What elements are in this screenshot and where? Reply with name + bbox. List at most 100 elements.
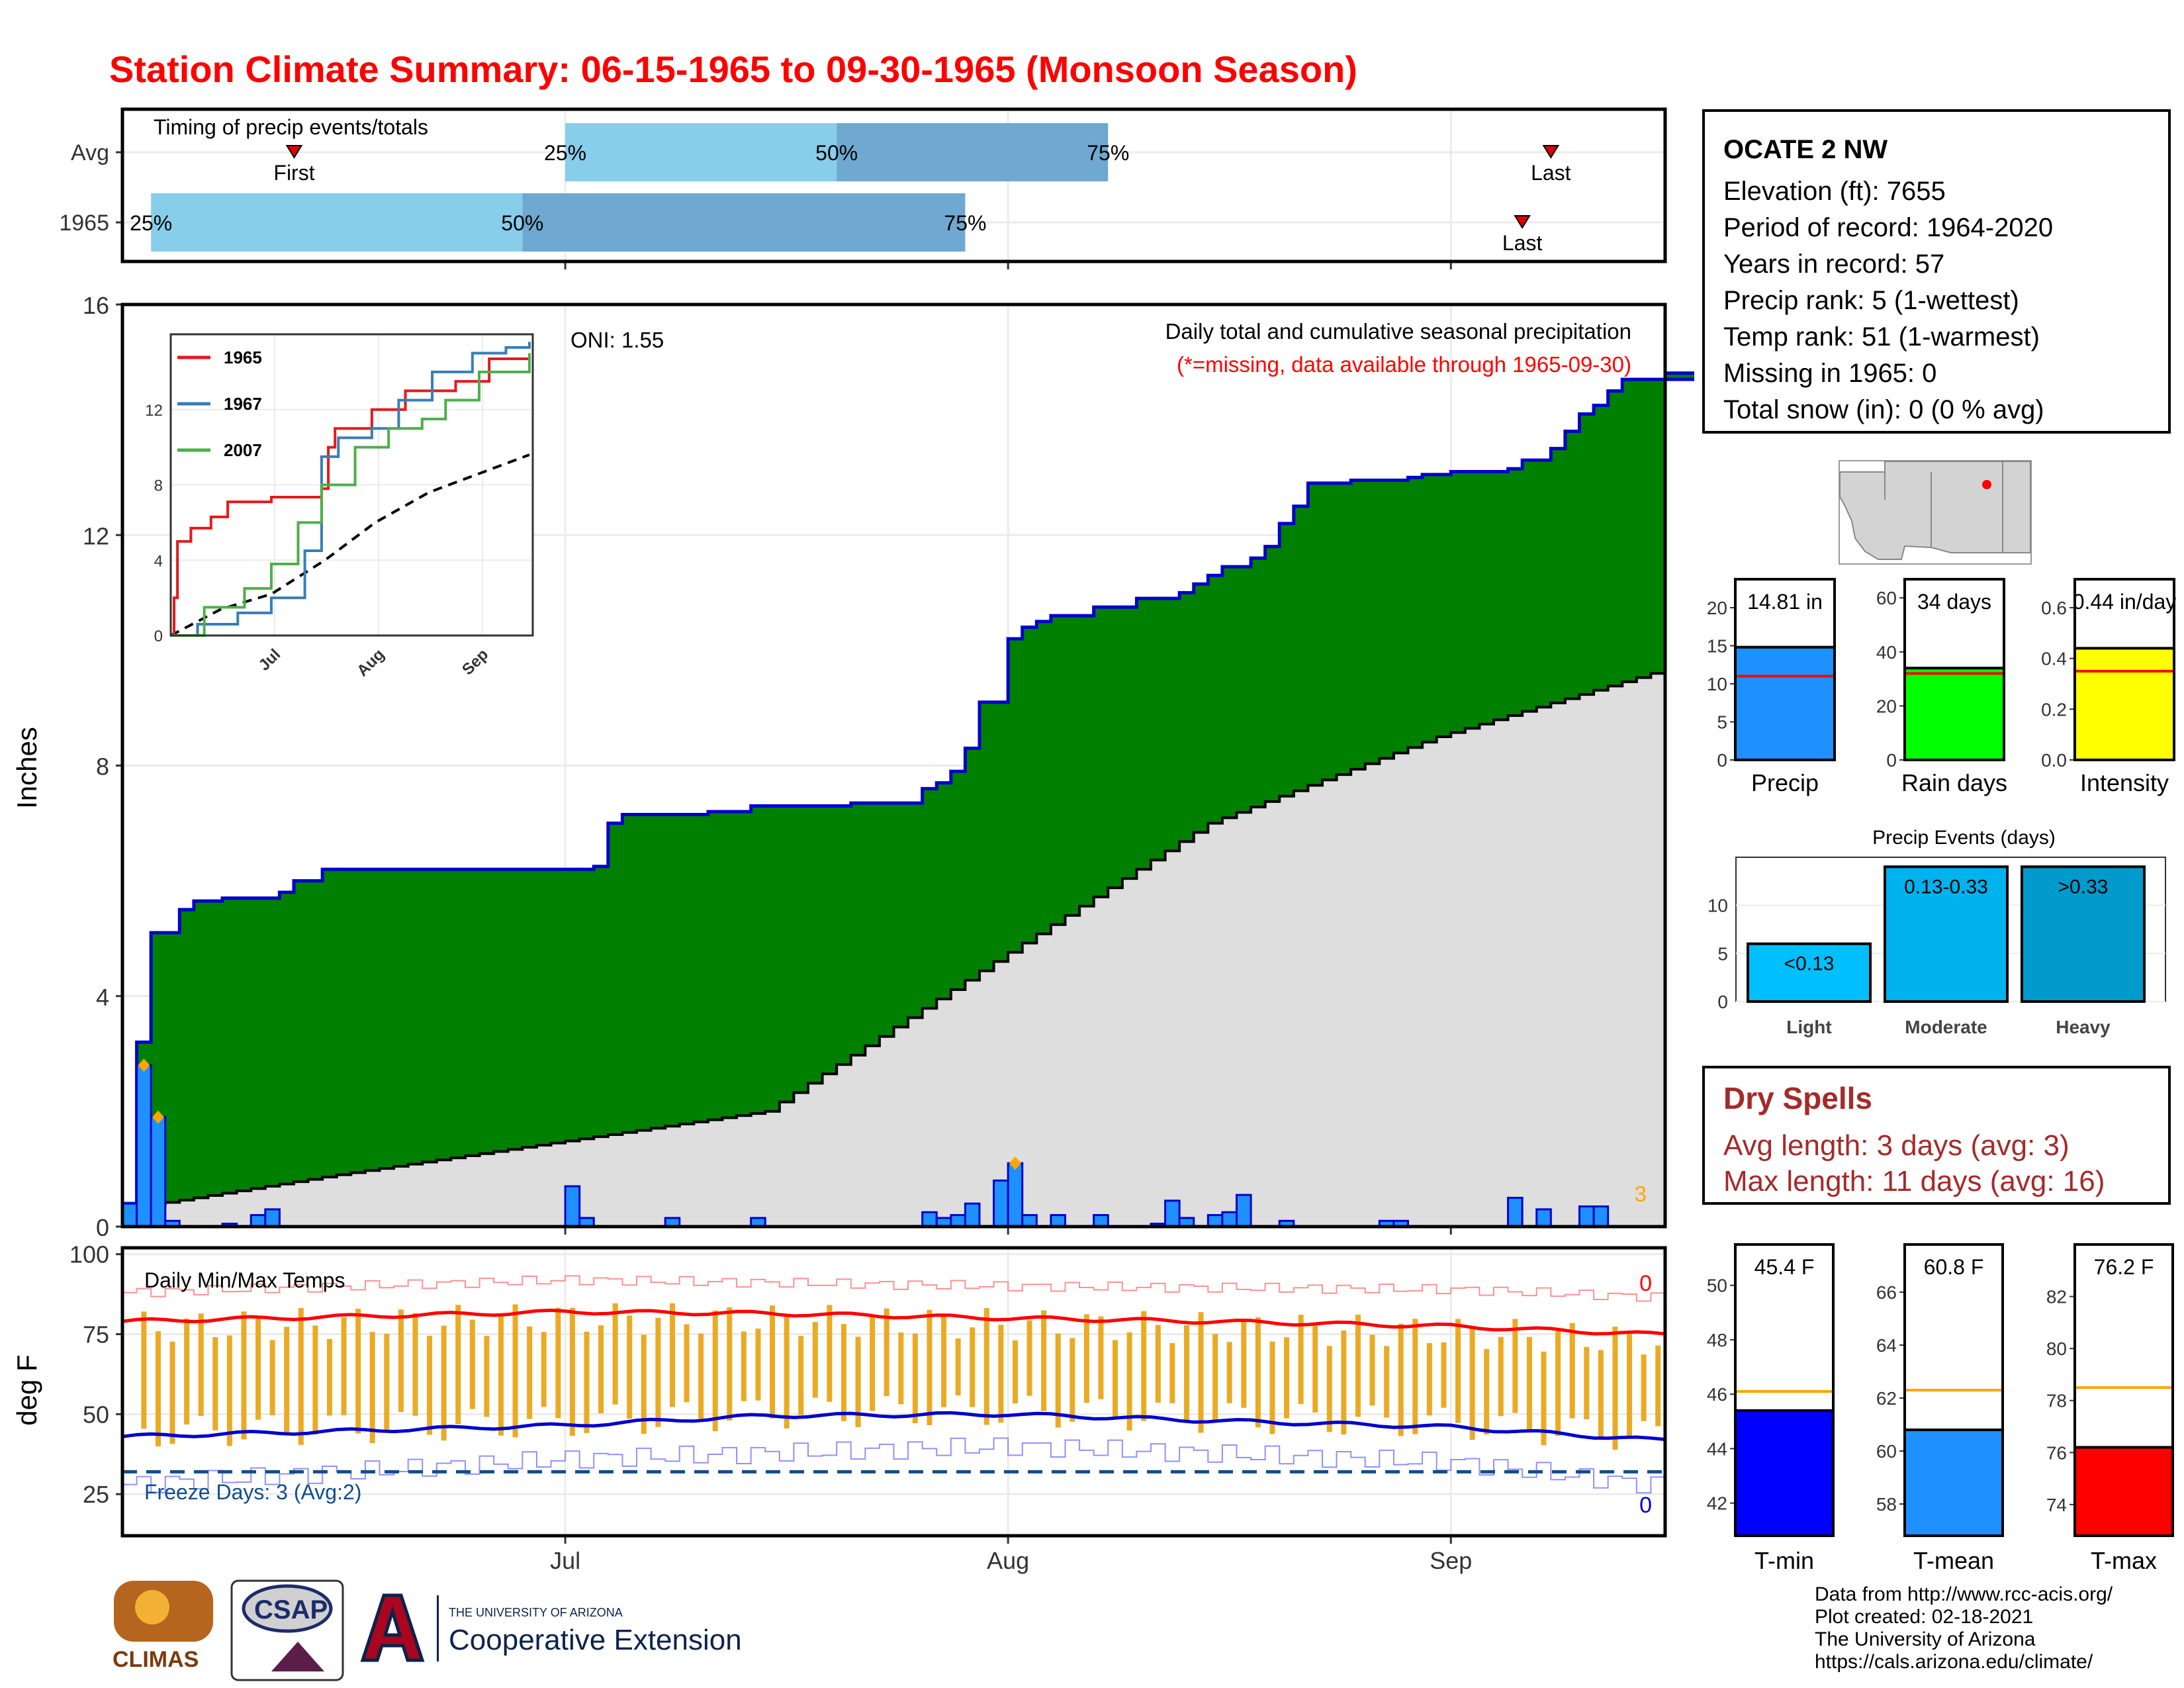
- timing-q25-label: 25%: [544, 141, 586, 165]
- daily-temp-bar: [1126, 1332, 1132, 1431]
- daily-temp-bar: [484, 1336, 490, 1417]
- tbar-frame: [1903, 1243, 2004, 1537]
- climas-sun-icon: [135, 1590, 169, 1624]
- daily-temp-bar: [384, 1334, 390, 1430]
- daily-temp-bar: [1298, 1315, 1304, 1404]
- daily-temp-bar: [412, 1313, 418, 1416]
- tbar-frame: [1734, 1243, 1835, 1537]
- tbar-value-label: 76.2 F: [2094, 1255, 2154, 1279]
- tbar-y-tick: 64: [1876, 1335, 1897, 1356]
- daily-precip-bar: [1535, 1208, 1552, 1228]
- daily-temp-bar: [1083, 1314, 1089, 1403]
- inset-legend-label: 1967: [224, 394, 262, 414]
- daily-temp-bar: [1212, 1334, 1218, 1421]
- daily-temp-bar: [1312, 1325, 1318, 1413]
- daily-temp-bar: [884, 1308, 889, 1397]
- daily-temp-bar: [1183, 1325, 1189, 1423]
- daily-temp-bar: [1384, 1346, 1390, 1418]
- map-states: [1839, 461, 2031, 560]
- daily-temp-bar: [355, 1309, 361, 1434]
- daily-temp-bar: [998, 1325, 1004, 1423]
- daily-temp-bar: [855, 1336, 861, 1427]
- daily-temp-bar: [184, 1319, 190, 1425]
- tbar-y-tick: 62: [1876, 1388, 1897, 1409]
- timing-q25-q50-bar: [565, 123, 837, 181]
- daily-temp-bar: [555, 1307, 561, 1419]
- daily-temp-bar: [1098, 1316, 1104, 1399]
- daily-precip-bar: [136, 1064, 152, 1228]
- dry-spells-max-length: Max length: 11 days (avg: 16): [1723, 1165, 2105, 1197]
- first-event-label: First: [273, 161, 314, 185]
- temp-panel-label: Daily Min/Max Temps: [144, 1268, 345, 1292]
- tbar-y-tick: 66: [1876, 1282, 1897, 1303]
- events-bar-moderate: [1884, 865, 2009, 1004]
- daily-temp-bar: [1069, 1338, 1075, 1422]
- daily-temp-bar: [1441, 1342, 1447, 1408]
- daily-temp-bar: [1641, 1354, 1647, 1421]
- daily-precip-bar: [1507, 1196, 1524, 1228]
- station-info-box: OCATE 2 NW Elevation (ft): 7655 Period o…: [1702, 109, 2171, 434]
- season-totals-charts: 0 5 10 15 20 14.81 in Precip 0 20 40 60 34 days Rain…: [1707, 578, 2177, 796]
- mini-y-tick: 20: [1707, 598, 1727, 618]
- temp-summary-charts: 42 44 46 48 50 45.4 F T-min 58 60 62 64 66 60.8 F T-m…: [1707, 1243, 2174, 1574]
- tbar-t-mean: [1903, 1429, 2004, 1537]
- daily-temp-bar: [927, 1309, 933, 1426]
- y-tick-label: 12: [83, 522, 109, 549]
- inset-border: [169, 333, 534, 637]
- daily-temp-bar: [1341, 1330, 1347, 1434]
- daily-precip-bar: [264, 1208, 281, 1228]
- daily-temp-bar: [827, 1305, 833, 1402]
- temp-panel: 25 50 75 100 Jul Aug Sep Daily Min/Max Temps Fre…: [11, 1244, 1667, 1574]
- inset-y-tick: 8: [154, 477, 163, 495]
- min-exceed-count: 0: [1639, 1493, 1652, 1518]
- daily-precip-bar: [964, 1202, 981, 1228]
- mini-value-label: 14.81 in: [1747, 590, 1823, 614]
- precip-events-chart: Precip Events (days) 0 5 10 <0.13 Light 0.13-0…: [1707, 827, 2166, 1037]
- daily-temp-bar: [1198, 1312, 1204, 1433]
- mini-y-tick: 0.0: [2041, 750, 2067, 771]
- events-y-tick: 0: [1717, 992, 1728, 1012]
- temp-x-tick: Sep: [1430, 1547, 1472, 1574]
- last-event-label: Last: [1502, 231, 1543, 255]
- station-years: Years in record: 57: [1723, 250, 1945, 279]
- mini-y-tick: 0: [1886, 750, 1897, 771]
- dry-spells-title: Dry Spells: [1723, 1081, 1872, 1115]
- daily-temp-bar: [155, 1331, 161, 1446]
- inset-y-tick: 0: [154, 628, 163, 645]
- temp-background: [122, 1248, 1665, 1536]
- daily-temp-bar: [541, 1332, 547, 1407]
- daily-temp-bar: [1169, 1342, 1175, 1403]
- station-precip-rank: Precip rank: 5 (1-wettest): [1723, 286, 2019, 315]
- daily-temp-bar: [1627, 1331, 1633, 1438]
- corner-count: 3: [1635, 1182, 1647, 1206]
- daily-temp-bar: [669, 1303, 675, 1407]
- temp-y-tick: 50: [83, 1401, 109, 1428]
- daily-temp-bar: [1412, 1319, 1418, 1434]
- daily-temp-bar: [312, 1325, 318, 1435]
- daily-temp-bar: [770, 1305, 776, 1419]
- mini-bar-rain-days: [1903, 667, 2005, 761]
- inset-x-tick: Jul: [255, 645, 285, 675]
- daily-precip-bar: [250, 1214, 267, 1228]
- oni-value: ONI: 1.55: [570, 328, 664, 352]
- mini-value-label: 0.44 in/day: [2073, 590, 2177, 614]
- mini-y-tick: 0.6: [2041, 598, 2067, 618]
- tbar-y-tick: 76: [2046, 1442, 2067, 1463]
- daily-temp-bar: [712, 1310, 718, 1432]
- temp-x-tick: Jul: [550, 1547, 580, 1574]
- tbar-y-tick: 44: [1707, 1438, 1727, 1459]
- daily-temp-bar: [341, 1317, 347, 1415]
- daily-temp-bar: [698, 1333, 704, 1419]
- tbar-y-tick: 74: [2046, 1495, 2067, 1515]
- daily-temp-bar: [741, 1331, 747, 1401]
- climas-logo-text: CLIMAS: [113, 1647, 199, 1672]
- credit-university: The University of Arizona: [1815, 1628, 2036, 1650]
- daily-precip-bar: [1164, 1199, 1181, 1228]
- timing-row-label: 1965: [59, 211, 109, 236]
- y-tick-label: 16: [83, 292, 109, 319]
- events-bar-light: [1747, 942, 1872, 1004]
- events-x-label: Light: [1786, 1017, 1831, 1037]
- daily-temp-bar: [684, 1324, 690, 1403]
- daily-precip-bar: [1578, 1205, 1595, 1228]
- dry-spells-box: Dry Spells Avg length: 3 days (avg: 3) M…: [1702, 1066, 2171, 1205]
